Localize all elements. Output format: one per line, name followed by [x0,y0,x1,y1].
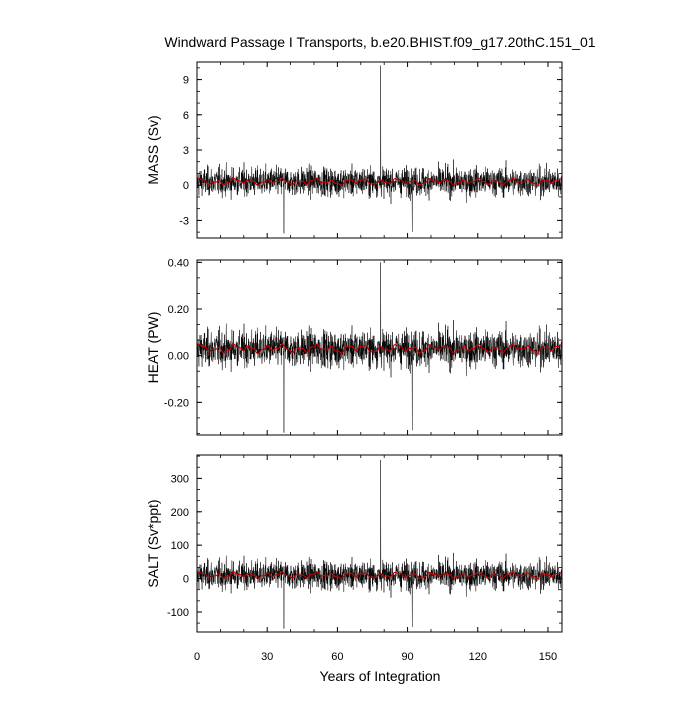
x-tick-label: 150 [539,651,557,663]
x-tick-label: 120 [469,651,487,663]
y-tick-label: 9 [183,75,189,87]
y-tick-label: 0.40 [168,257,189,269]
y-tick-label: 0 [183,180,189,192]
y-tick-label: 0.20 [168,304,189,316]
y-tick-label: -100 [167,607,189,619]
panel-frame [196,61,563,239]
panel-2: -0.20 0.00 0.20 0.40 HEAT (PW) [145,257,563,436]
y-axis-label: HEAT (PW) [145,312,161,384]
panel-frame [196,259,563,436]
panel-frame [196,454,563,633]
smoothed-series-line [197,571,562,580]
panel-3: -100 0 100 200 300 SALT (Sv*ppt) [145,454,563,633]
panel-1: -3 0 3 6 9 MASS (Sv) [145,61,563,239]
y-axis-label: SALT (Sv*ppt) [145,499,161,587]
panels: -3 0 3 6 9 MASS (Sv) -0.20 0.00 0.20 0.40 HEAT (PW… [145,61,563,633]
y-tick-label: 200 [171,507,189,519]
raw-series-line [197,65,562,234]
y-tick-label: 300 [171,473,189,485]
y-tick-label: 0 [183,574,189,586]
raw-series-line [197,460,562,629]
x-tick-label: 30 [261,651,273,663]
y-tick-label: 0.00 [168,351,189,363]
y-tick-label: -0.20 [164,397,189,409]
x-tick-label: 90 [401,651,413,663]
x-axis-label: Years of Integration [320,668,441,684]
x-tick-label: 0 [194,651,200,663]
x-axis: 0 30 60 90 120 150 [194,651,557,663]
y-tick-label: -3 [179,215,189,227]
smoothed-series-line [197,343,562,355]
chart-title: Windward Passage I Transports, b.e20.BHI… [164,34,595,50]
y-axis-label: MASS (Sv) [145,115,161,184]
y-tick-label: 3 [183,145,189,157]
smoothed-series-line [197,177,562,187]
y-tick-label: 6 [183,110,189,122]
y-tick-label: 100 [171,540,189,552]
x-tick-label: 60 [331,651,343,663]
